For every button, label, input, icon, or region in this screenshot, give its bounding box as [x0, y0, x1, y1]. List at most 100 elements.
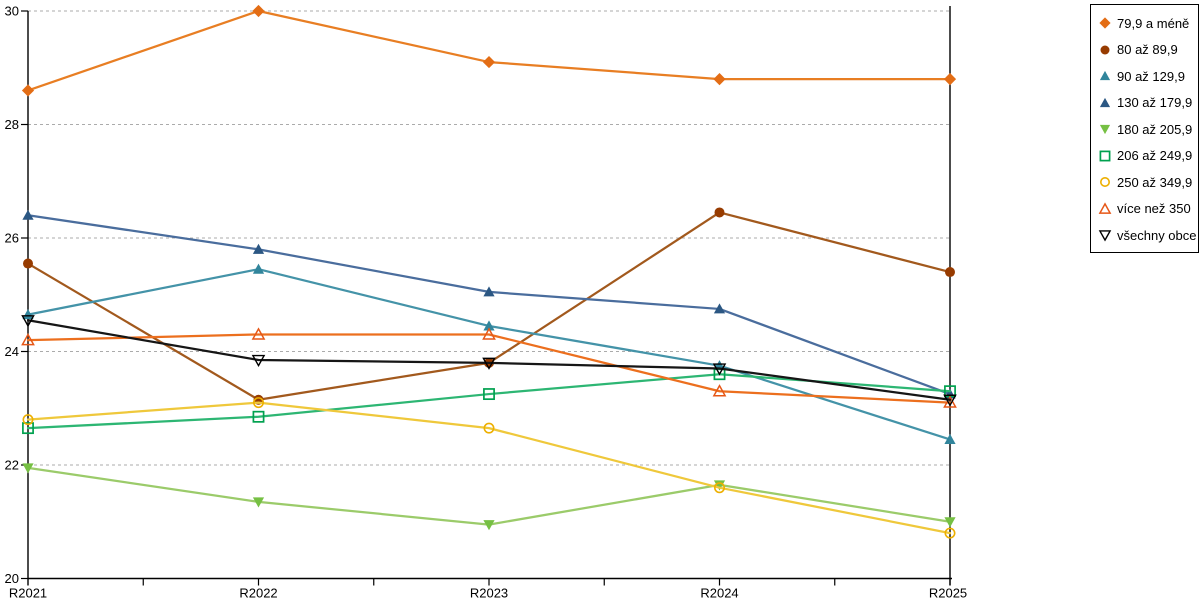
marker-square-open — [252, 410, 265, 423]
legend-label: 206 až 249,9 — [1117, 148, 1193, 164]
marker-circle-open — [22, 414, 34, 426]
marker-circle-open — [1100, 177, 1110, 188]
legend-label: 250 až 349,9 — [1117, 174, 1193, 190]
marker-triangle-down-open — [482, 357, 496, 370]
marker-triangle-up-filled — [22, 309, 34, 320]
marker-triangle-up-filled — [22, 209, 34, 220]
marker-diamond-filled — [943, 73, 957, 86]
y-tick-label: 28 — [5, 117, 19, 132]
legend-item-8: více než 350 — [1098, 196, 1196, 223]
marker-triangle-up-open — [482, 327, 496, 340]
legend-label: 80 až 89,9 — [1117, 42, 1178, 58]
marker-triangle-down-filled — [22, 463, 34, 474]
marker-diamond-filled — [482, 55, 496, 69]
legend-label: 130 až 179,9 — [1117, 95, 1193, 111]
legend-label: všechny obce — [1117, 227, 1197, 243]
legend-label: více než 350 — [1117, 201, 1191, 217]
y-tick-label: 20 — [5, 571, 19, 586]
marker-triangle-down-open — [712, 363, 727, 376]
y-tick-label: 24 — [5, 344, 19, 359]
marker-diamond-filled — [713, 73, 726, 86]
series-line — [26, 373, 952, 430]
marker-triangle-down-filled — [483, 520, 495, 531]
marker-triangle-down-filled — [944, 517, 956, 528]
series-line — [26, 211, 952, 401]
legend-label: 90 až 129,9 — [1117, 68, 1185, 84]
marker-diamond-filled — [21, 84, 35, 97]
marker-circle-open — [253, 397, 265, 409]
legend: 79,9 a méně 80 až 89,9 90 až 129,9 130 až 1… — [1090, 4, 1199, 253]
legend-item-1: 79,9 a méně — [1098, 10, 1196, 37]
marker-square-open — [22, 422, 34, 435]
series-line — [26, 466, 952, 526]
legend-marker-triangle-up-filled-icon — [1099, 71, 1111, 81]
y-tick-label: 30 — [5, 4, 19, 19]
legend-item-2: 80 až 89,9 — [1098, 37, 1196, 64]
marker-triangle-down-open — [21, 315, 35, 328]
marker-circle-filled — [945, 267, 955, 278]
marker-triangle-up-filled — [483, 320, 495, 331]
legend-item-7: 250 až 349,9 — [1098, 169, 1196, 196]
legend-marker-triangle-down-filled-icon — [1099, 125, 1111, 135]
series-8 — [21, 327, 957, 408]
marker-triangle-up-open — [712, 384, 727, 397]
x-tick-label: R2021 — [9, 586, 47, 600]
marker-triangle-up-filled — [252, 243, 265, 254]
legend-marker-triangle-down-open-icon — [1098, 230, 1112, 242]
marker-circle-filled — [1100, 45, 1110, 55]
legend-marker-triangle-up-open-icon — [1098, 202, 1112, 214]
legend-item-9: všechny obce — [1098, 222, 1197, 249]
series-1 — [21, 4, 957, 97]
marker-triangle-up-open — [943, 395, 957, 408]
x-tick-label: R2023 — [470, 586, 508, 600]
marker-triangle-up-open — [251, 327, 266, 340]
series-5 — [22, 463, 956, 531]
series-line — [26, 9, 952, 92]
legend-item-4: 130 až 179,9 — [1098, 90, 1196, 117]
series-9 — [21, 315, 957, 407]
legend-item-3: 90 až 129,9 — [1098, 63, 1196, 90]
marker-triangle-down-open — [943, 394, 957, 407]
y-gridlines — [28, 10, 950, 466]
marker-triangle-up-filled — [1099, 71, 1111, 81]
marker-triangle-up-open — [21, 333, 35, 346]
legend-marker-circle-open-icon — [1100, 177, 1110, 188]
marker-triangle-up-filled — [944, 433, 956, 444]
series-7 — [22, 397, 956, 539]
legend-marker-square-open-icon — [1099, 150, 1111, 162]
marker-square-open — [1099, 150, 1111, 162]
marker-diamond-filled — [252, 4, 265, 18]
x-tick-label: R2022 — [239, 586, 277, 600]
marker-triangle-up-open — [1098, 202, 1112, 214]
x-tick-label: R2025 — [929, 586, 967, 600]
marker-triangle-down-open — [251, 354, 266, 368]
series-2 — [23, 207, 955, 405]
marker-circle-open — [944, 527, 956, 539]
marker-triangle-down-open — [1098, 230, 1112, 242]
marker-triangle-down-filled — [713, 480, 726, 491]
marker-square-open — [483, 388, 495, 401]
marker-circle-filled — [23, 258, 33, 269]
marker-triangle-up-filled — [713, 303, 726, 314]
x-tick-labels: R2021 R2022 R2023 R2024 R2025 — [9, 578, 967, 600]
marker-circle-filled — [714, 207, 725, 218]
legend-item-6: 206 až 249,9 — [1098, 143, 1196, 170]
legend-marker-circle-filled-icon — [1100, 45, 1110, 55]
marker-circle-open — [713, 482, 725, 494]
marker-triangle-up-filled — [252, 263, 265, 274]
y-tick-labels: 20 22 24 26 28 30 — [5, 4, 28, 586]
legend-item-5: 180 až 205,9 — [1098, 116, 1196, 143]
marker-triangle-up-filled — [483, 286, 495, 297]
legend-label: 180 až 205,9 — [1117, 121, 1193, 137]
axes — [27, 6, 952, 586]
marker-diamond-filled — [1099, 17, 1111, 29]
series-4 — [22, 209, 956, 399]
legend-label: 79,9 a méně — [1117, 15, 1190, 31]
y-tick-label: 22 — [5, 458, 19, 473]
marker-triangle-down-filled — [252, 497, 265, 508]
series-line — [26, 319, 952, 401]
marker-circle-open — [483, 422, 495, 434]
y-tick-label: 26 — [5, 231, 19, 246]
